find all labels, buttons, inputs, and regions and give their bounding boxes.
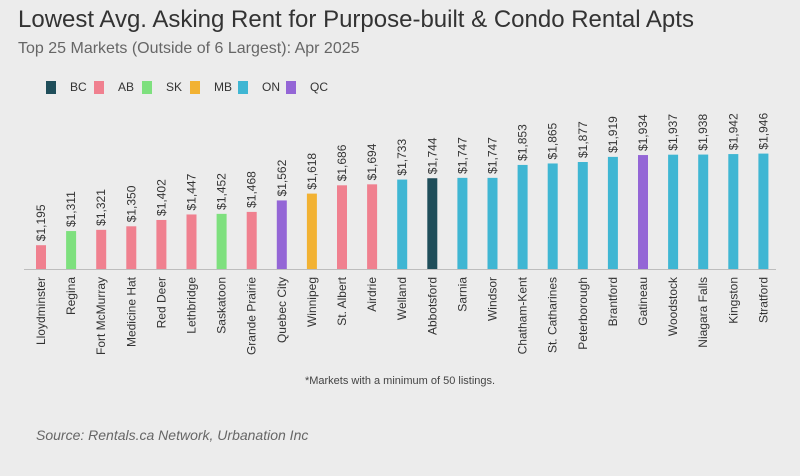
bar-value-label: $1,468 <box>245 171 259 208</box>
legend-swatch <box>190 80 200 94</box>
category-label: Grande Prairie <box>245 277 259 355</box>
legend-swatch <box>238 80 248 94</box>
bar <box>638 155 648 269</box>
bar-value-label: $1,942 <box>726 113 740 150</box>
bar-value-label: $1,447 <box>185 173 199 210</box>
bar-value-label: $1,733 <box>395 139 409 176</box>
category-label: Regina <box>64 277 78 315</box>
bar <box>547 163 558 269</box>
bar-value-label: $1,919 <box>606 116 620 153</box>
category-label: Brantford <box>606 277 620 326</box>
category-label: Winnipeg <box>305 277 319 327</box>
bar <box>367 184 378 269</box>
category-label: Stratford <box>756 277 770 323</box>
bar <box>66 231 77 269</box>
legend-item-bc: BC <box>46 78 87 96</box>
source-citation: Source: Rentals.ca Network, Urbanation I… <box>36 427 309 443</box>
bar <box>728 154 739 269</box>
bar-value-label: $1,311 <box>64 191 78 227</box>
bar <box>607 156 618 269</box>
bar <box>487 177 498 269</box>
bar-value-label: $1,937 <box>666 114 680 151</box>
legend-swatch <box>46 80 56 94</box>
category-label: Lloydminster <box>34 277 48 345</box>
category-label: Medicine Hat <box>124 276 138 347</box>
chart-subtitle: Top 25 Markets (Outside of 6 Largest): A… <box>18 40 360 57</box>
category-label: Peterborough <box>576 277 590 350</box>
bar-value-label: $1,321 <box>94 189 108 226</box>
category-label: Saskatoon <box>215 277 229 334</box>
legend-swatch <box>94 80 104 94</box>
bar-value-label: $1,618 <box>305 153 319 190</box>
bar <box>216 213 227 269</box>
bar-value-label: $1,747 <box>486 137 500 174</box>
bar <box>96 229 107 269</box>
bar <box>246 211 257 269</box>
category-label: Gatineau <box>636 277 650 326</box>
category-label: Welland <box>395 277 409 320</box>
legend-swatch <box>142 80 152 94</box>
legend-label: ON <box>262 80 280 94</box>
category-label: Niagara Falls <box>696 277 710 348</box>
bar <box>306 193 317 269</box>
category-label: Kingston <box>726 277 740 324</box>
bar-value-label: $1,877 <box>576 121 590 158</box>
bar <box>36 245 46 269</box>
bar-value-label: $1,853 <box>516 124 530 161</box>
legend-item-ab: AB <box>94 78 134 96</box>
bar <box>577 162 588 269</box>
category-label: Sarnia <box>455 277 469 312</box>
bar-value-label: $1,865 <box>546 122 560 159</box>
category-label: St. Albert <box>335 276 349 325</box>
legend-label: QC <box>310 80 328 94</box>
bar <box>397 179 408 269</box>
legend-label: BC <box>70 80 87 94</box>
bar <box>758 153 769 269</box>
legend-label: MB <box>214 80 232 94</box>
bar-value-label: $1,350 <box>124 185 138 222</box>
bar <box>698 154 709 269</box>
bar <box>337 185 347 269</box>
chart-title: Lowest Avg. Asking Rent for Purpose-buil… <box>18 6 694 33</box>
category-label: St. Catharines <box>546 277 560 353</box>
bar <box>517 164 528 269</box>
legend-label: AB <box>118 80 135 94</box>
bar-value-label: $1,452 <box>215 173 229 210</box>
bar <box>668 154 679 269</box>
legend-item-sk: SK <box>142 78 182 96</box>
bar-value-label: $1,934 <box>636 114 650 151</box>
category-label: Lethbridge <box>185 277 199 334</box>
category-label: Fort McMurray <box>94 277 108 355</box>
category-label: Airdrie <box>365 277 379 312</box>
category-label: Woodstock <box>666 276 680 336</box>
category-label: Red Deer <box>154 277 168 328</box>
bar <box>186 214 197 269</box>
category-label: Windsor <box>486 277 500 321</box>
category-label: Abbotsford <box>425 277 439 335</box>
bar-value-label: $1,562 <box>275 159 289 196</box>
legend-label: SK <box>166 80 183 94</box>
legend-item-mb: MB <box>190 78 232 96</box>
bar <box>427 178 438 269</box>
bar-value-label: $1,946 <box>756 113 770 150</box>
bar <box>276 200 287 269</box>
legend-item-on: ON <box>238 78 280 96</box>
chart-legend: BC AB SK MB ON QC <box>0 78 800 98</box>
bar <box>457 177 468 269</box>
bar-value-label: $1,747 <box>455 137 469 174</box>
bar-value-label: $1,694 <box>365 143 379 180</box>
category-label: Chatham-Kent <box>516 276 530 354</box>
bar-value-label: $1,686 <box>335 144 349 181</box>
bar-value-label: $1,402 <box>154 179 168 216</box>
category-label: Quebec City <box>275 277 289 343</box>
bar-value-label: $1,938 <box>696 114 710 151</box>
legend-item-qc: QC <box>286 78 328 96</box>
bar <box>156 219 167 269</box>
bar <box>126 226 137 269</box>
bar-value-label: $1,744 <box>425 137 439 174</box>
legend-swatch <box>286 80 296 94</box>
bar-value-label: $1,195 <box>34 204 48 241</box>
footnote: *Markets with a minimum of 50 listings. <box>304 375 496 387</box>
